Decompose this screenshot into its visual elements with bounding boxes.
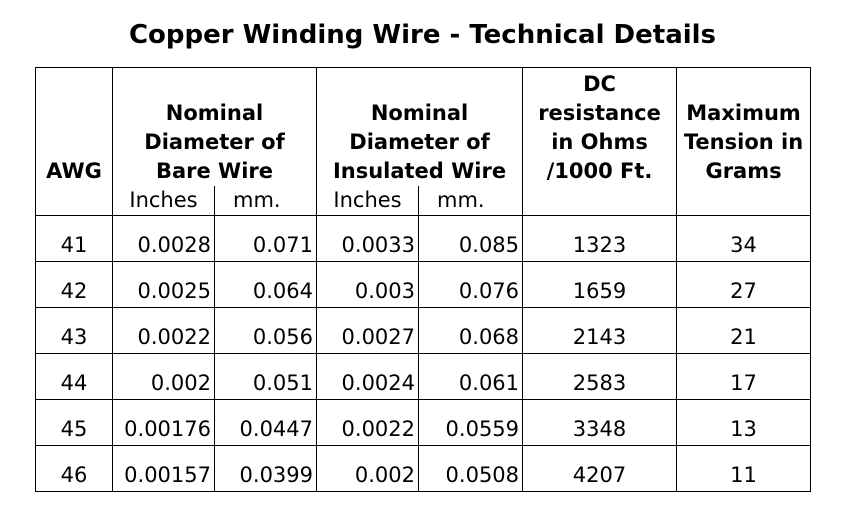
cell-insulated-mm: 0.076 (418, 261, 524, 308)
cell-bare-mm: 0.071 (213, 215, 318, 262)
cell-insulated-inches: 0.0022 (316, 399, 420, 446)
cell-dc-resistance: 1323 (522, 215, 678, 262)
cell-max-tension: 34 (676, 215, 812, 262)
cell-max-tension: 21 (676, 307, 812, 354)
table-row: 43 0.0022 0.056 0.0027 0.068 2143 21 (35, 307, 812, 354)
cell-insulated-mm: 0.0559 (418, 399, 524, 446)
header-dc-resistance: DC resistance in Ohms /1000 Ft. (522, 67, 678, 186)
table-row: 41 0.0028 0.071 0.0033 0.085 1323 34 (35, 215, 812, 262)
table-row: 45 0.00176 0.0447 0.0022 0.0559 3348 13 (35, 399, 812, 446)
unit-insulated-inches: Inches (316, 186, 420, 216)
cell-bare-mm: 0.064 (213, 261, 318, 308)
cell-insulated-mm: 0.085 (418, 215, 524, 262)
unit-awg-blank (35, 186, 113, 216)
unit-insulated-mm: mm. (418, 186, 524, 216)
cell-insulated-inches: 0.0024 (316, 353, 420, 400)
unit-bare-inches: Inches (112, 186, 215, 216)
cell-bare-inches: 0.0028 (112, 215, 215, 262)
cell-max-tension: 13 (676, 399, 812, 446)
cell-insulated-inches: 0.0027 (316, 307, 420, 354)
table-row: 46 0.00157 0.0399 0.002 0.0508 4207 11 (35, 445, 812, 492)
unit-bare-mm: mm. (214, 186, 318, 216)
unit-tension-blank (676, 186, 812, 216)
cell-max-tension: 11 (676, 445, 812, 492)
cell-dc-resistance: 2143 (522, 307, 678, 354)
cell-max-tension: 17 (676, 353, 812, 400)
cell-bare-inches: 0.002 (112, 353, 215, 400)
cell-bare-inches: 0.0022 (112, 307, 215, 354)
cell-bare-inches: 0.00176 (112, 399, 215, 446)
cell-dc-resistance: 2583 (522, 353, 678, 400)
cell-insulated-mm: 0.068 (418, 307, 524, 354)
table-row: 44 0.002 0.051 0.0024 0.061 2583 17 (35, 353, 812, 400)
unit-dc-blank (522, 186, 678, 216)
cell-max-tension: 27 (676, 261, 812, 308)
cell-dc-resistance: 4207 (522, 445, 678, 492)
wire-specs-table: AWG Nominal Diameter of Bare Wire Nomina… (35, 67, 812, 492)
cell-bare-inches: 0.00157 (112, 445, 215, 492)
cell-awg: 41 (35, 215, 113, 262)
page-title: Copper Winding Wire - Technical Details (128, 20, 717, 50)
table-row: 42 0.0025 0.064 0.003 0.076 1659 27 (35, 261, 812, 308)
cell-awg: 44 (35, 353, 113, 400)
cell-insulated-mm: 0.0508 (418, 445, 524, 492)
cell-bare-mm: 0.0399 (213, 445, 318, 492)
cell-awg: 45 (35, 399, 113, 446)
cell-insulated-mm: 0.061 (418, 353, 524, 400)
cell-bare-mm: 0.0447 (213, 399, 318, 446)
cell-insulated-inches: 0.003 (316, 261, 420, 308)
header-insulated-diameter: Nominal Diameter of Insulated Wire (316, 67, 524, 186)
cell-dc-resistance: 3348 (522, 399, 678, 446)
cell-awg: 42 (35, 261, 113, 308)
cell-awg: 46 (35, 445, 113, 492)
header-bare-diameter: Nominal Diameter of Bare Wire (111, 67, 318, 186)
cell-insulated-inches: 0.002 (316, 445, 420, 492)
header-max-tension: Maximum Tension in Grams (676, 67, 812, 186)
cell-bare-mm: 0.051 (213, 353, 318, 400)
cell-bare-inches: 0.0025 (112, 261, 215, 308)
cell-awg: 43 (35, 307, 113, 354)
cell-dc-resistance: 1659 (522, 261, 678, 308)
cell-bare-mm: 0.056 (213, 307, 318, 354)
header-awg: AWG (35, 67, 113, 186)
cell-insulated-inches: 0.0033 (316, 215, 420, 262)
